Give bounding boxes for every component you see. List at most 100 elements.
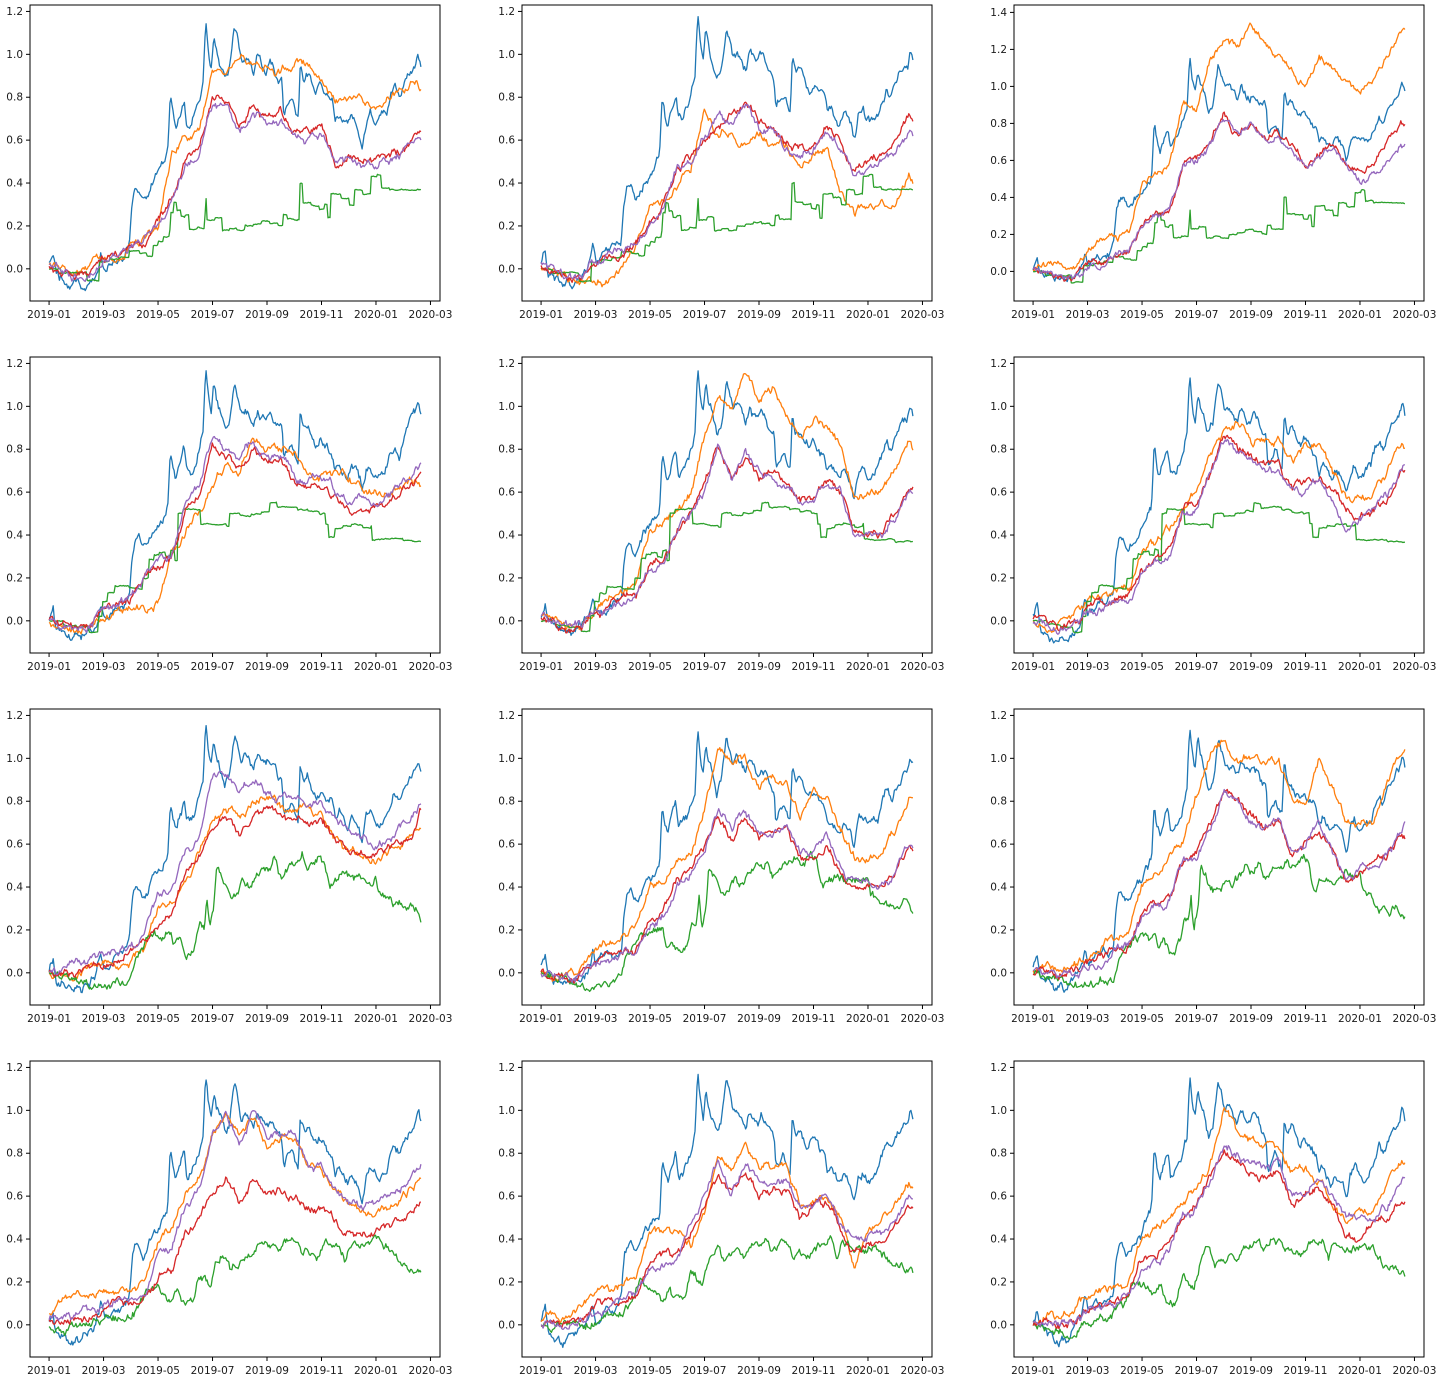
series-red-line: [48, 805, 422, 978]
y-tick-label: 0.4: [990, 1234, 1007, 1246]
series-green-line: [49, 173, 422, 282]
series-orange-line: [48, 794, 422, 982]
y-tick-label: 0.6: [498, 487, 515, 499]
x-tick-label: 2020-01: [846, 1013, 890, 1025]
series-purple-line: [48, 435, 422, 634]
y-tick-label: 1.2: [6, 710, 23, 722]
series-purple-line: [540, 1159, 913, 1331]
y-tick-label: 0.2: [6, 1276, 23, 1288]
x-tick-label: 2020-01: [354, 661, 398, 673]
y-tick-label: 0.0: [6, 615, 23, 627]
x-tick-label: 2019-03: [1066, 1013, 1110, 1025]
x-tick-label: 2019-09: [737, 309, 781, 321]
x-tick-label: 2019-11: [1284, 309, 1328, 321]
x-tick-label: 2019-09: [1229, 1365, 1273, 1377]
x-tick-label: 2019-11: [1284, 661, 1328, 673]
x-tick-label: 2019-03: [1066, 309, 1110, 321]
x-tick-label: 2019-03: [574, 1365, 618, 1377]
x-tick-label: 2019-09: [1229, 661, 1273, 673]
x-tick-label: 2019-05: [628, 661, 672, 673]
series-blue-line: [1032, 729, 1406, 993]
series-red-line: [1032, 788, 1406, 981]
series-blue-line: [1032, 1077, 1406, 1348]
y-tick-label: 1.0: [990, 753, 1007, 765]
y-tick-label: 1.2: [498, 710, 515, 722]
x-tick-label: 2020-01: [354, 309, 398, 321]
y-tick-label: 0.8: [498, 796, 515, 808]
axes-frame: [521, 4, 933, 302]
y-tick-label: 0.6: [990, 839, 1007, 851]
series-purple-line: [1032, 438, 1406, 635]
x-tick-label: 2020-03: [901, 1013, 945, 1025]
x-tick-label: 2020-03: [1393, 661, 1437, 673]
y-tick-label: 0.2: [990, 572, 1007, 584]
x-tick-label: 2019-05: [1120, 661, 1164, 673]
x-tick-label: 2019-01: [27, 1365, 71, 1377]
subplot-r4c3: 2019-01 2019-03 2019-05 2019-07 2019-09 2019-…: [984, 1056, 1444, 1390]
y-tick-label: 0.6: [990, 155, 1007, 167]
x-tick-label: 2019-05: [136, 1013, 180, 1025]
y-tick-label: 1.2: [498, 358, 515, 370]
series-blue-line: [540, 16, 914, 290]
y-tick-label: 0.2: [990, 924, 1007, 936]
x-tick-label: 2019-11: [792, 1365, 836, 1377]
x-tick-label: 2019-11: [300, 1365, 344, 1377]
x-tick-label: 2019-09: [1229, 1013, 1273, 1025]
axes-frame: [521, 708, 933, 1006]
x-tick-label: 2019-07: [191, 1013, 235, 1025]
series-green-line: [48, 501, 422, 634]
x-tick-label: 2019-01: [27, 661, 71, 673]
x-tick-label: 2019-05: [1120, 1013, 1164, 1025]
series-blue-line: [1032, 57, 1406, 283]
x-tick-label: 2020-01: [1338, 1013, 1382, 1025]
x-tick-label: 2019-03: [574, 661, 618, 673]
axes-r3c3: 2019-01 2019-03 2019-05 2019-07 2019-09 2019-…: [990, 708, 1436, 1025]
y-tick-label: 1.2: [990, 44, 1007, 56]
x-tick-label: 2019-09: [245, 1365, 289, 1377]
series-purple-line: [1032, 788, 1406, 979]
y-tick-label: 0.4: [990, 882, 1007, 894]
series-red-line: [1032, 111, 1406, 282]
axes-r2c2: 2019-01 2019-03 2019-05 2019-07 2019-09 2019-…: [498, 356, 944, 673]
x-tick-label: 2019-01: [519, 1365, 563, 1377]
axes-frame: [29, 1060, 441, 1358]
y-tick-label: 0.0: [498, 967, 515, 979]
axes-frame: [29, 708, 441, 1006]
axes-r1c1: 2019-01 2019-03 2019-05 2019-07 2019-09 2019-…: [6, 4, 452, 321]
y-tick-label: 0.8: [6, 92, 23, 104]
x-tick-label: 2019-11: [792, 661, 836, 673]
series-green-line: [1033, 853, 1406, 989]
y-tick-label: 1.2: [990, 1062, 1007, 1074]
x-tick-label: 2019-01: [519, 1013, 563, 1025]
axes-r1c3: 2019-01 2019-03 2019-05 2019-07 2019-09 2019-…: [990, 4, 1437, 321]
x-tick-label: 2020-01: [354, 1365, 398, 1377]
x-tick-label: 2019-07: [191, 661, 235, 673]
series-red-line: [541, 1172, 914, 1329]
x-tick-label: 2020-03: [409, 1365, 453, 1377]
subplot-r1c3: 2019-01 2019-03 2019-05 2019-07 2019-09 2019-…: [984, 0, 1444, 348]
x-tick-label: 2019-07: [1175, 1013, 1219, 1025]
series-green-line: [540, 1235, 914, 1334]
x-tick-label: 2020-03: [1393, 309, 1437, 321]
x-tick-label: 2019-09: [737, 1013, 781, 1025]
y-tick-label: 1.2: [6, 6, 23, 18]
series-purple-line: [540, 808, 914, 983]
y-tick-label: 0.4: [498, 882, 515, 894]
series-green-line: [1033, 1237, 1406, 1340]
x-tick-label: 2019-05: [136, 661, 180, 673]
x-tick-label: 2020-01: [846, 661, 890, 673]
series-red-line: [1032, 1149, 1406, 1330]
x-tick-label: 2019-07: [1175, 309, 1219, 321]
x-tick-label: 2020-03: [409, 661, 453, 673]
axes-r4c2: 2019-01 2019-03 2019-05 2019-07 2019-09 2019-…: [498, 1060, 944, 1377]
y-tick-label: 1.2: [990, 358, 1007, 370]
y-tick-label: 1.4: [990, 7, 1007, 19]
y-tick-label: 0.6: [498, 1191, 515, 1203]
y-tick-label: 0.8: [6, 444, 23, 456]
axes-frame: [521, 1060, 933, 1358]
y-tick-label: 0.6: [6, 135, 23, 147]
y-tick-label: 0.8: [6, 1148, 23, 1160]
series-blue-line: [540, 1073, 914, 1349]
axes-r4c1: 2019-01 2019-03 2019-05 2019-07 2019-09 2019-…: [6, 1060, 453, 1377]
